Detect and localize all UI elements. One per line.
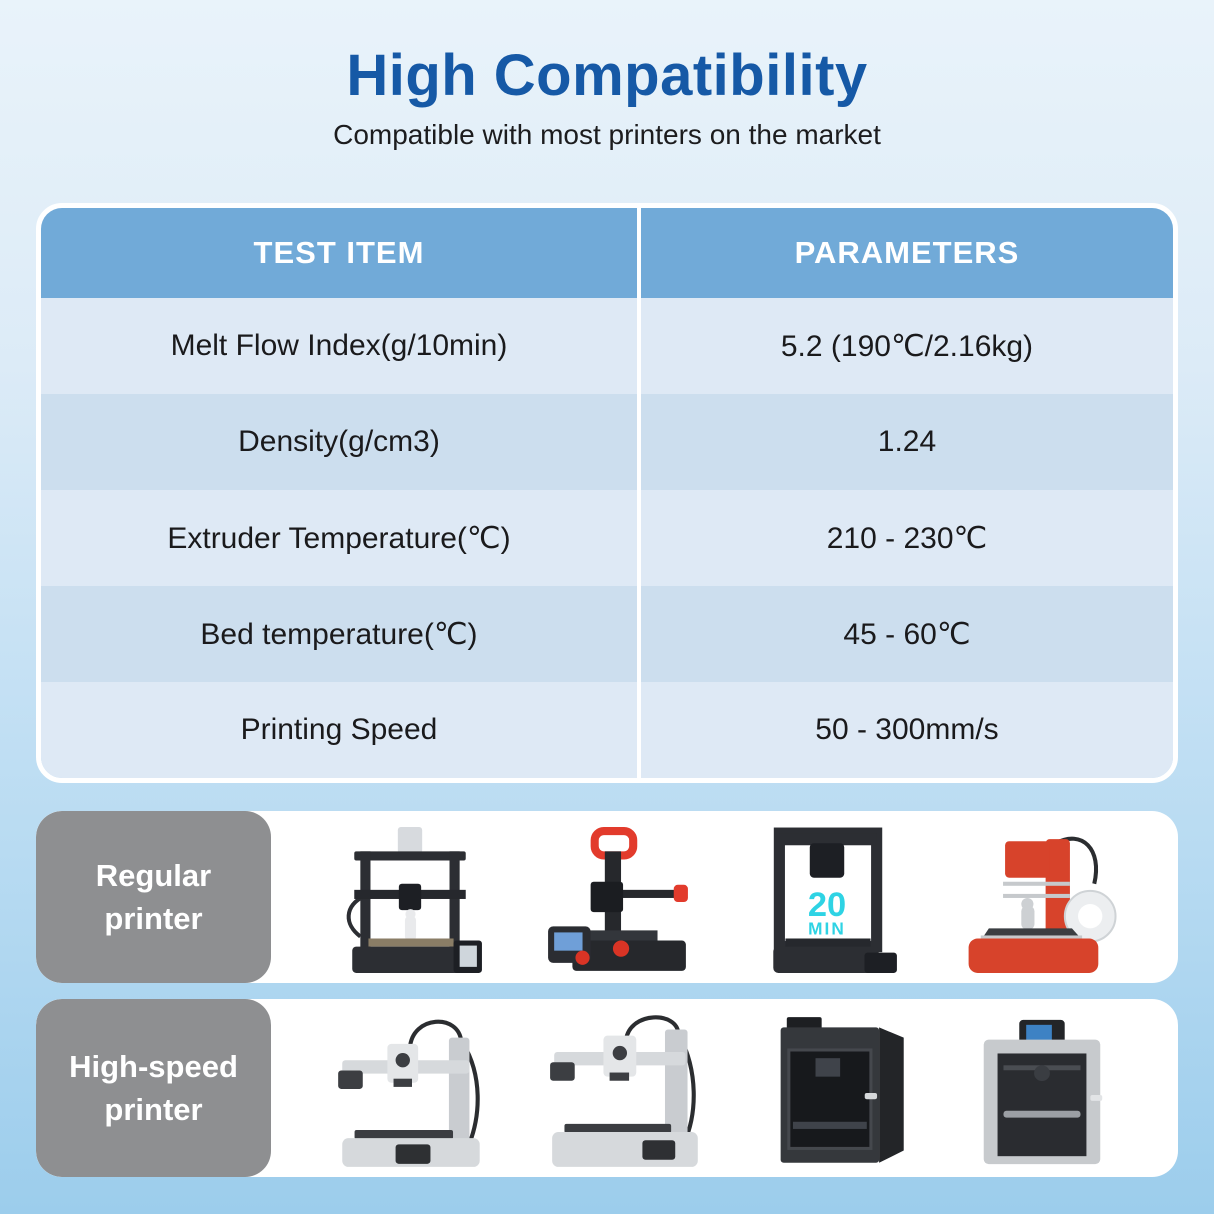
black-printer-20min-badge-image: 20 MIN [772, 827, 897, 973]
high-speed-printer-section: High-speed printer [36, 999, 1178, 1177]
page-subtitle: Compatible with most printers on the mar… [333, 119, 881, 150]
row-item-value: 5.2 (190℃/2.16kg) [780, 329, 1034, 363]
table-row: Bed temperature(℃) 45 - 60℃ [41, 586, 1173, 682]
high-speed-printer-label: High-speed printer [36, 999, 271, 1177]
row-item-value: 1.24 [877, 425, 937, 458]
row-item-label: Extruder Temperature(℃) [41, 490, 641, 586]
silver-enclosed-printer-image [983, 1019, 1103, 1165]
regular-printer-label: Regular printer [36, 811, 271, 983]
table-row: Extruder Temperature(℃) 210 - 230℃ [41, 490, 1173, 586]
row-item-label: Bed temperature(℃) [41, 586, 641, 682]
regular-printer-photos: 20 MIN [271, 811, 1178, 983]
table-header-row: TEST ITEM PARAMETERS [41, 208, 1173, 298]
badge-min-text: MIN [808, 918, 846, 938]
column-header-parameters: PARAMETERS [794, 235, 1020, 270]
regular-printer-section: Regular printer [36, 811, 1178, 983]
table-row: Density(g/cm3) 1.24 [41, 394, 1173, 490]
row-item-value: 210 - 230℃ [826, 521, 988, 555]
black-enclosed-printer-image [781, 1017, 905, 1163]
spec-table: TEST ITEM PARAMETERS Melt Flow Index(g/1… [36, 203, 1178, 783]
gray-gantry-printer-small-image [337, 1019, 480, 1167]
badge-20-text: 20 [807, 886, 845, 924]
column-header-test-item: TEST ITEM [41, 208, 641, 298]
row-item-label: Density(g/cm3) [41, 394, 641, 490]
black-fdm-frame-printer-image [346, 827, 483, 973]
row-item-label: Printing Speed [41, 682, 641, 778]
table-row: Printing Speed 50 - 300mm/s [41, 682, 1173, 778]
black-printer-red-handle-image [548, 827, 689, 971]
page-title: High Compatibility [346, 43, 868, 108]
row-item-label: Melt Flow Index(g/10min) [41, 298, 641, 394]
table-row: Melt Flow Index(g/10min) 5.2 (190℃/2.16k… [41, 298, 1173, 394]
red-mini-printer-with-spool-image [968, 836, 1117, 973]
high-speed-printer-photos [271, 999, 1178, 1177]
row-item-value: 50 - 300mm/s [815, 713, 999, 746]
gray-gantry-printer-large-image [549, 1015, 698, 1167]
row-item-value: 45 - 60℃ [843, 617, 971, 651]
